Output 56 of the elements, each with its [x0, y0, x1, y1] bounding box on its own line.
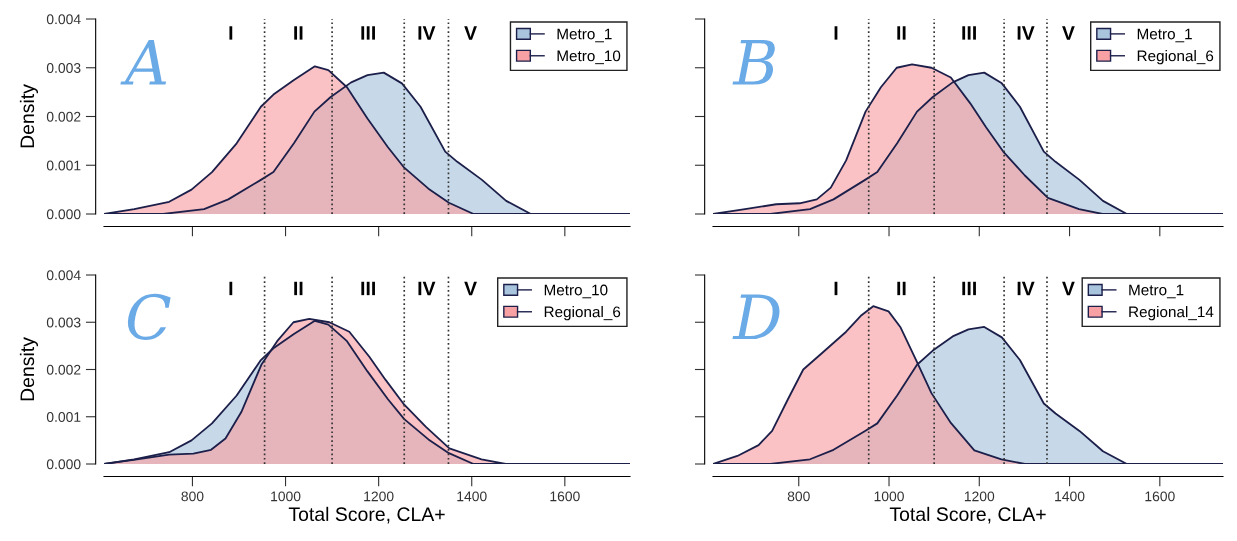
y-tick-label: 0.000 — [46, 209, 81, 220]
annotation: V — [464, 281, 477, 296]
x-tick-label: 1000 — [271, 491, 301, 502]
y-tick-label: 0.002 — [46, 364, 81, 375]
x-axis-title: Total Score, CLA+ — [889, 506, 1046, 524]
x-tick-label: 800 — [181, 491, 204, 502]
y-tick-label: 0.000 — [46, 459, 81, 470]
x-tick-label: 1200 — [364, 491, 394, 502]
y-tick-label: 0.002 — [46, 111, 81, 122]
annotation: II — [294, 26, 303, 40]
legend-label: Regional_6 — [1137, 50, 1214, 65]
annotation: IV — [418, 281, 436, 296]
y-tick-label: 0.001 — [46, 160, 81, 171]
x-tick-label: 1400 — [457, 491, 487, 502]
x-tick-label: 1000 — [874, 491, 904, 502]
legend-label: Regional_6 — [544, 306, 621, 321]
annotation: II — [294, 281, 303, 296]
annotation: I — [229, 281, 233, 296]
legend-label: Metro_10 — [557, 50, 621, 65]
annotation: III — [962, 26, 976, 40]
annotation: V — [1062, 26, 1075, 40]
legend-label: Regional_14 — [1129, 306, 1214, 321]
x-tick-label: 1600 — [550, 491, 580, 502]
x-tick-label: 1400 — [1055, 491, 1085, 502]
legend-label: Metro_10 — [544, 284, 608, 299]
x-tick-label: 1200 — [964, 491, 995, 502]
legend-label: Metro_1 — [1129, 284, 1184, 299]
annotation: I — [834, 281, 838, 296]
chart-title: D — [732, 294, 780, 340]
x-axis-title: Total Score, CLA+ — [288, 506, 445, 524]
y-tick-label: 0.003 — [46, 317, 81, 328]
y-axis-title: Density — [19, 337, 38, 401]
annotation: III — [962, 281, 976, 296]
legend-label: Metro_1 — [557, 28, 612, 43]
y-tick-label: 0.004 — [46, 14, 81, 25]
y-tick-label: 0.003 — [46, 63, 81, 73]
chart-title: A — [120, 40, 167, 85]
annotation: III — [361, 281, 375, 296]
annotation: II — [897, 281, 906, 296]
annotation: I — [229, 26, 233, 40]
annotation: V — [1062, 281, 1075, 296]
x-tick-label: 1600 — [1145, 491, 1175, 502]
annotation: IV — [418, 26, 436, 40]
annotation: I — [834, 26, 838, 40]
annotation: II — [897, 26, 906, 40]
legend-label: Metro_1 — [1137, 28, 1192, 43]
x-tick-label: 800 — [787, 491, 810, 502]
y-tick-label: 0.001 — [46, 412, 81, 422]
y-axis-title: Density — [19, 84, 38, 148]
chart-title: C — [127, 293, 171, 340]
annotation: IV — [1017, 26, 1035, 40]
y-tick-label: 0.004 — [46, 270, 81, 281]
annotation: IV — [1017, 281, 1035, 296]
chart-title: B — [732, 40, 775, 85]
annotation: III — [361, 26, 375, 40]
annotation: V — [464, 26, 477, 40]
